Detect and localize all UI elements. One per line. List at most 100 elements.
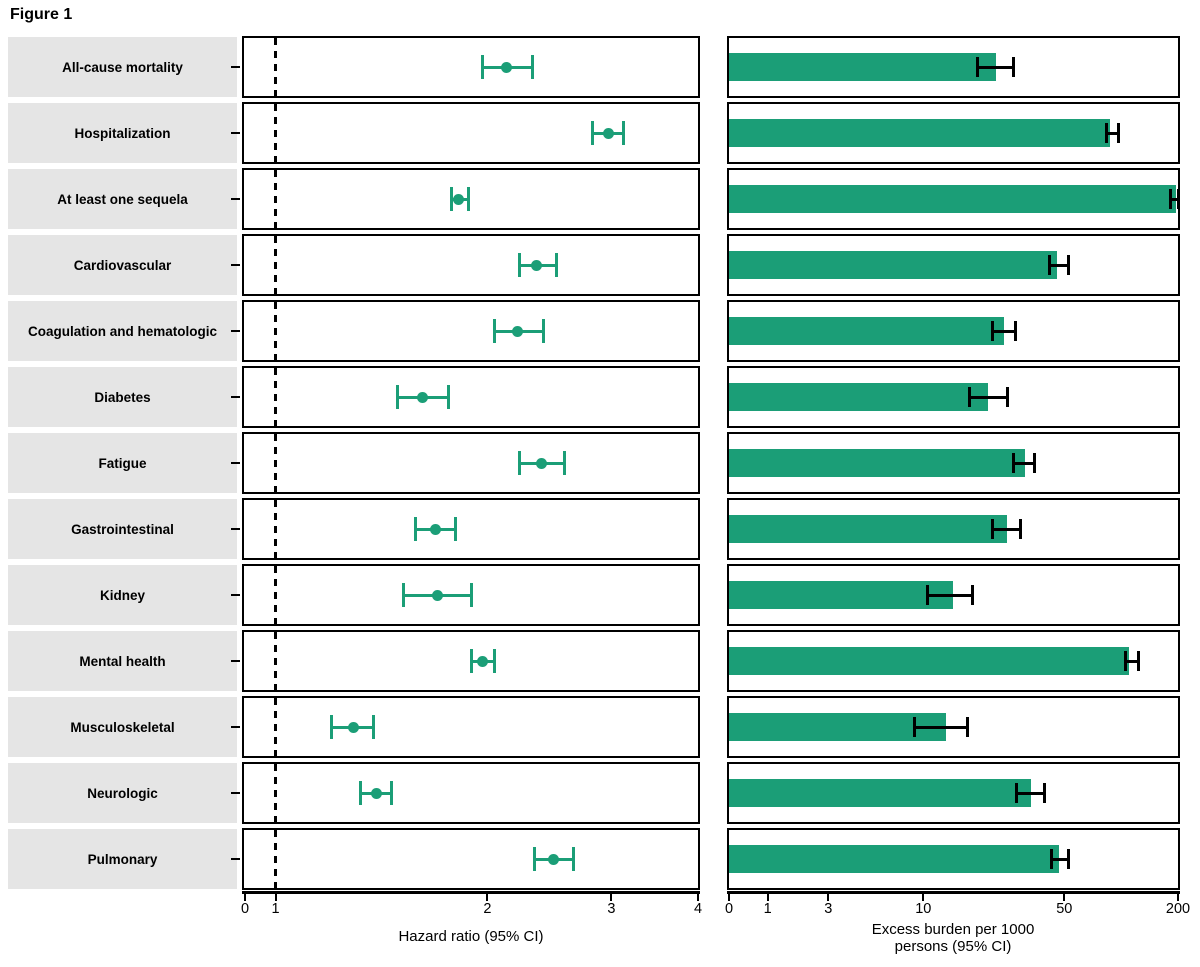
burden-error-line xyxy=(1049,263,1069,267)
hr-ci-cap-left xyxy=(329,715,333,739)
hr-ci-cap-left xyxy=(402,583,406,607)
burden-bar xyxy=(729,647,1129,675)
burden-tick-label: 10 xyxy=(915,901,932,917)
burden-error-line xyxy=(914,725,968,729)
row-axis-tick xyxy=(231,660,240,662)
hazard-tick-mark xyxy=(610,894,613,901)
reference-line xyxy=(274,434,277,492)
reference-line xyxy=(274,104,277,162)
burden-bar xyxy=(729,383,989,411)
burden-error-cap-left xyxy=(1012,453,1015,473)
hr-point xyxy=(347,721,359,733)
burden-error-line xyxy=(1106,131,1119,135)
hr-ci-cap-right xyxy=(372,715,376,739)
burden-error-cap-right xyxy=(1019,519,1023,539)
hazard-panel xyxy=(242,828,700,890)
hr-ci-cap-right xyxy=(555,253,559,277)
hazard-tick-mark xyxy=(697,894,699,901)
row-axis-tick xyxy=(231,396,240,398)
burden-tick-label: 1 xyxy=(763,901,772,917)
hr-ci-cap-right xyxy=(541,319,545,343)
burden-error-cap-left xyxy=(913,717,917,737)
burden-error-line xyxy=(992,527,1021,531)
row-axis-tick xyxy=(231,726,240,728)
burden-error-cap-left xyxy=(1123,651,1127,671)
burden-error-line xyxy=(1125,659,1139,663)
hr-ci-cap-right xyxy=(493,649,497,673)
burden-tick-mark xyxy=(728,894,730,901)
hazard-panel xyxy=(242,564,700,626)
hazard-panel xyxy=(242,366,700,428)
hr-ci-cap-left xyxy=(358,781,362,805)
reference-line xyxy=(274,764,277,822)
hr-ci-cap-left xyxy=(470,649,474,673)
hazard-panel xyxy=(242,696,700,758)
burden-tick-mark xyxy=(922,894,925,901)
reference-line xyxy=(274,236,277,294)
hazard-tick-label: 0 xyxy=(240,901,250,917)
burden-axis-title: Excess burden per 1000 persons (95% CI) xyxy=(871,921,1035,955)
burden-error-cap-right xyxy=(970,585,974,605)
hr-ci-cap-left xyxy=(395,385,399,409)
burden-error-cap-left xyxy=(1015,783,1019,803)
hr-point xyxy=(432,589,444,601)
burden-error-cap-left xyxy=(990,321,994,341)
burden-error-cap-left xyxy=(1047,255,1051,275)
row-label: Pulmonary xyxy=(8,829,237,889)
hr-point xyxy=(536,457,548,469)
burden-bar xyxy=(729,581,953,609)
row-axis-tick xyxy=(231,132,240,134)
row-axis-tick xyxy=(231,264,240,266)
burden-error-cap-left xyxy=(926,585,930,605)
hr-ci-cap-right xyxy=(467,187,470,211)
burden-bar xyxy=(729,449,1026,477)
hazard-panel xyxy=(242,300,700,362)
row-axis-tick xyxy=(231,792,240,794)
burden-error-cap-right xyxy=(1032,453,1036,473)
burden-bar xyxy=(729,317,1004,345)
reference-line xyxy=(274,38,277,96)
burden-error-line xyxy=(969,395,1007,399)
row-label: Cardiovascular xyxy=(8,235,237,295)
burden-bar xyxy=(729,713,947,741)
row-axis-tick xyxy=(231,462,240,464)
reference-line xyxy=(274,698,277,756)
reference-line xyxy=(274,368,277,426)
burden-error-cap-right xyxy=(1043,783,1047,803)
hr-ci-cap-right xyxy=(562,451,566,475)
burden-bar xyxy=(729,119,1110,147)
row-label: Kidney xyxy=(8,565,237,625)
reference-line xyxy=(274,500,277,558)
hr-ci-cap-left xyxy=(413,517,417,541)
row-axis-tick xyxy=(231,594,240,596)
burden-tick-label: 200 xyxy=(1165,901,1191,917)
burden-tick-mark xyxy=(827,894,830,901)
burden-bar xyxy=(729,845,1059,873)
reference-line xyxy=(274,302,277,360)
burden-bar xyxy=(729,53,997,81)
burden-error-cap-left xyxy=(990,519,994,539)
hazard-panel xyxy=(242,762,700,824)
hr-point xyxy=(430,523,442,535)
burden-error-line xyxy=(992,329,1016,333)
burden-error-cap-right xyxy=(1066,849,1070,869)
burden-error-cap-left xyxy=(1105,123,1109,143)
hr-ci-cap-right xyxy=(389,781,393,805)
hr-ci-cap-left xyxy=(590,121,594,145)
burden-error-cap-left xyxy=(968,387,972,407)
burden-axis-line xyxy=(727,891,1180,894)
burden-error-cap-left xyxy=(975,57,979,77)
burden-error-cap-right xyxy=(1136,651,1140,671)
burden-tick-mark xyxy=(1177,894,1179,901)
burden-tick-mark xyxy=(1063,894,1066,901)
hr-point xyxy=(501,61,513,73)
hr-ci-cap-left xyxy=(450,187,454,211)
hr-point xyxy=(453,193,465,205)
burden-error-line xyxy=(977,65,1014,69)
hr-ci-cap-right xyxy=(531,55,535,79)
row-axis-tick xyxy=(231,858,240,860)
row-label: Neurologic xyxy=(8,763,237,823)
figure-title: Figure 1 xyxy=(10,6,73,23)
hr-point xyxy=(602,127,614,139)
